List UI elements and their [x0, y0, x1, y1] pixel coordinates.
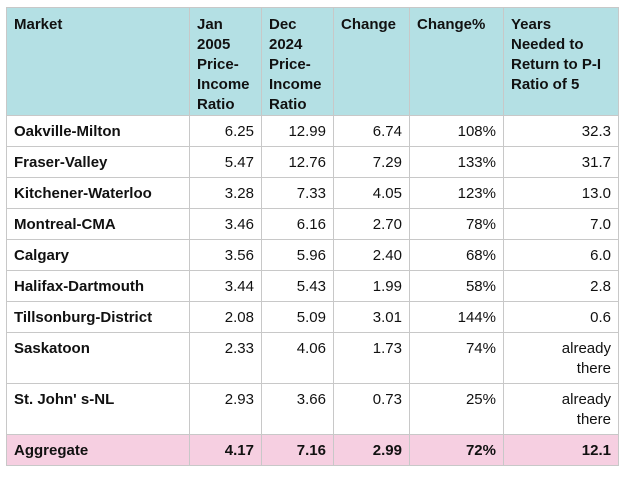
- cell-change: 2.70: [333, 208, 410, 240]
- cell-years: 7.0: [503, 208, 619, 240]
- cell-change-pct: 58%: [409, 270, 504, 302]
- cell-years: 2.8: [503, 270, 619, 302]
- cell-jan-2005: 3.56: [189, 239, 262, 271]
- cell-change-pct: 74%: [409, 332, 504, 384]
- cell-years-text: already there: [561, 340, 611, 377]
- cell-years: already there: [503, 332, 619, 384]
- cell-dec-2024: 12.99: [261, 115, 334, 147]
- cell-dec-2024: 5.96: [261, 239, 334, 271]
- cell-market: Calgary: [6, 239, 190, 271]
- cell-years: 6.0: [503, 239, 619, 271]
- cell-change-pct: 68%: [409, 239, 504, 271]
- cell-change-pct: 78%: [409, 208, 504, 240]
- table-row: St. John' s-NL 2.93 3.66 0.73 25% alread…: [6, 383, 619, 435]
- table-row: Calgary 3.56 5.96 2.40 68% 6.0: [6, 239, 619, 271]
- cell-change-pct: 133%: [409, 146, 504, 178]
- aggregate-jan-2005: 4.17: [189, 434, 262, 466]
- aggregate-dec-2024: 7.16: [261, 434, 334, 466]
- cell-years: 0.6: [503, 301, 619, 333]
- cell-years: already there: [503, 383, 619, 435]
- cell-change: 2.40: [333, 239, 410, 271]
- cell-dec-2024: 6.16: [261, 208, 334, 240]
- cell-dec-2024: 12.76: [261, 146, 334, 178]
- cell-market: Tillsonburg-District: [6, 301, 190, 333]
- table-row: Tillsonburg-District 2.08 5.09 3.01 144%…: [6, 301, 619, 333]
- cell-dec-2024: 4.06: [261, 332, 334, 384]
- table-row: Halifax-Dartmouth 3.44 5.43 1.99 58% 2.8: [6, 270, 619, 302]
- cell-years: 31.7: [503, 146, 619, 178]
- header-market: Market: [6, 7, 190, 116]
- cell-dec-2024: 3.66: [261, 383, 334, 435]
- header-row: Market Jan 2005 Price- Income Ratio Dec …: [6, 7, 619, 116]
- cell-years: 32.3: [503, 115, 619, 147]
- cell-jan-2005: 2.08: [189, 301, 262, 333]
- cell-market: Halifax-Dartmouth: [6, 270, 190, 302]
- cell-market: Fraser-Valley: [6, 146, 190, 178]
- cell-dec-2024: 5.09: [261, 301, 334, 333]
- table-row: Montreal-CMA 3.46 6.16 2.70 78% 7.0: [6, 208, 619, 240]
- price-income-table: Market Jan 2005 Price- Income Ratio Dec …: [6, 7, 619, 466]
- cell-change: 1.73: [333, 332, 410, 384]
- price-income-table-container: Market Jan 2005 Price- Income Ratio Dec …: [6, 7, 619, 466]
- aggregate-row: Aggregate 4.17 7.16 2.99 72% 12.1: [6, 434, 619, 466]
- cell-change: 1.99: [333, 270, 410, 302]
- header-change-pct: Change%: [409, 7, 504, 116]
- cell-change: 6.74: [333, 115, 410, 147]
- cell-dec-2024: 7.33: [261, 177, 334, 209]
- aggregate-market: Aggregate: [6, 434, 190, 466]
- cell-jan-2005: 3.44: [189, 270, 262, 302]
- cell-change: 0.73: [333, 383, 410, 435]
- table-row: Saskatoon 2.33 4.06 1.73 74% already the…: [6, 332, 619, 384]
- cell-jan-2005: 2.33: [189, 332, 262, 384]
- table-row: Oakville-Milton 6.25 12.99 6.74 108% 32.…: [6, 115, 619, 147]
- cell-change: 3.01: [333, 301, 410, 333]
- header-jan-2005: Jan 2005 Price- Income Ratio: [189, 7, 262, 116]
- cell-market: Montreal-CMA: [6, 208, 190, 240]
- aggregate-change: 2.99: [333, 434, 410, 466]
- aggregate-change-pct: 72%: [409, 434, 504, 466]
- header-years-needed: Years Needed to Return to P-I Ratio of 5: [503, 7, 619, 116]
- cell-change: 7.29: [333, 146, 410, 178]
- cell-change-pct: 25%: [409, 383, 504, 435]
- cell-jan-2005: 3.46: [189, 208, 262, 240]
- table-row: Kitchener-Waterloo 3.28 7.33 4.05 123% 1…: [6, 177, 619, 209]
- header-dec-2024: Dec 2024 Price- Income Ratio: [261, 7, 334, 116]
- cell-years: 13.0: [503, 177, 619, 209]
- cell-jan-2005: 3.28: [189, 177, 262, 209]
- cell-market: Oakville-Milton: [6, 115, 190, 147]
- cell-change-pct: 108%: [409, 115, 504, 147]
- cell-jan-2005: 6.25: [189, 115, 262, 147]
- cell-jan-2005: 2.93: [189, 383, 262, 435]
- header-change: Change: [333, 7, 410, 116]
- cell-change-pct: 144%: [409, 301, 504, 333]
- cell-market: St. John' s-NL: [6, 383, 190, 435]
- cell-dec-2024: 5.43: [261, 270, 334, 302]
- cell-change-pct: 123%: [409, 177, 504, 209]
- cell-jan-2005: 5.47: [189, 146, 262, 178]
- aggregate-years: 12.1: [503, 434, 619, 466]
- cell-market: Saskatoon: [6, 332, 190, 384]
- table-row: Fraser-Valley 5.47 12.76 7.29 133% 31.7: [6, 146, 619, 178]
- cell-change: 4.05: [333, 177, 410, 209]
- cell-years-text: already there: [561, 391, 611, 428]
- cell-market: Kitchener-Waterloo: [6, 177, 190, 209]
